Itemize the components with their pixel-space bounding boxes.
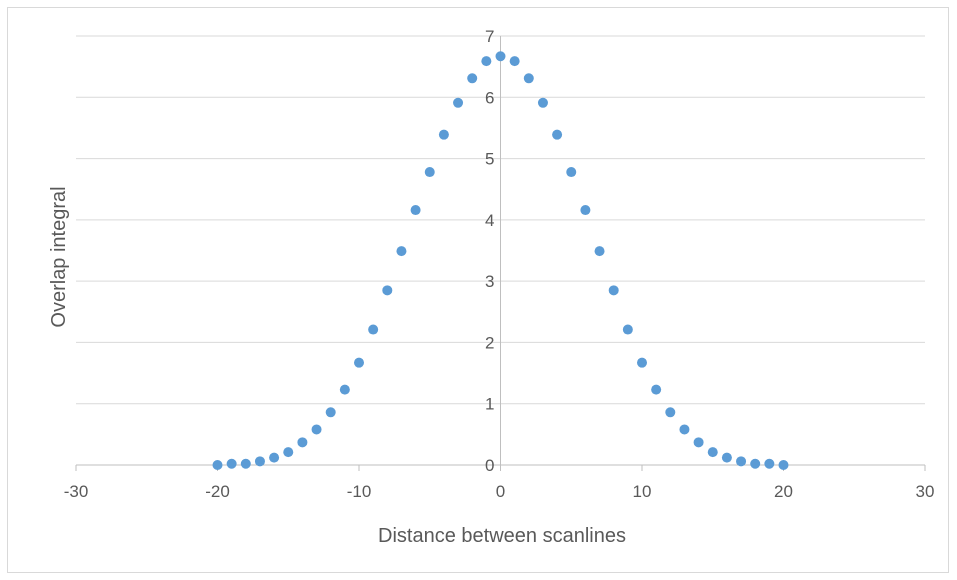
data-point — [537, 97, 548, 108]
data-point — [764, 458, 775, 469]
data-point — [297, 437, 308, 448]
x-tick-label: 30 — [916, 482, 935, 501]
data-point — [552, 129, 563, 140]
x-tick-label: -10 — [347, 482, 372, 501]
x-axis-title: Distance between scanlines — [378, 525, 626, 547]
y-tick-label: 6 — [485, 88, 494, 107]
data-point — [424, 167, 435, 178]
data-points — [212, 51, 789, 470]
data-point — [608, 285, 619, 296]
data-point — [495, 51, 506, 62]
data-point — [467, 73, 478, 84]
data-point — [325, 407, 336, 418]
x-tick-label: -30 — [64, 482, 89, 501]
data-point — [254, 456, 265, 467]
y-tick-label: 1 — [485, 395, 494, 414]
data-point — [651, 384, 662, 395]
data-point — [750, 458, 761, 469]
y-tick-label: 4 — [485, 211, 494, 230]
data-point — [212, 460, 223, 470]
data-point — [665, 407, 676, 418]
data-point — [283, 447, 294, 458]
data-point — [240, 458, 251, 469]
x-tick-label: 0 — [496, 482, 505, 501]
data-point — [438, 129, 449, 140]
data-point — [368, 324, 379, 335]
axes — [75, 36, 926, 471]
data-point — [707, 447, 718, 458]
tick-labels: -30 -20 -10 0 10 20 30 0 1 2 3 4 5 6 7 — [64, 27, 935, 501]
data-point — [721, 452, 732, 463]
data-point — [382, 285, 393, 296]
data-point — [693, 437, 704, 448]
data-point — [396, 246, 407, 257]
data-point — [778, 460, 789, 470]
data-point — [453, 97, 464, 108]
y-tick-label: 3 — [485, 272, 494, 291]
data-point — [410, 205, 421, 216]
scatter-chart: -30 -20 -10 0 10 20 30 0 1 2 3 4 5 6 7 Distance betwee… — [48, 27, 935, 547]
x-tick-label: -20 — [205, 482, 230, 501]
data-point — [580, 205, 591, 216]
data-point — [622, 324, 633, 335]
data-point — [637, 357, 647, 368]
y-tick-label: 5 — [485, 150, 494, 169]
data-point — [566, 167, 577, 178]
data-point — [679, 424, 690, 435]
y-axis-title: Overlap integral — [48, 186, 70, 327]
data-point — [269, 452, 280, 463]
data-point — [523, 73, 534, 84]
data-point — [509, 56, 520, 67]
y-tick-label: 7 — [485, 27, 494, 46]
chart-area: -30 -20 -10 0 10 20 30 0 1 2 3 4 5 6 7 Distance betwee… — [7, 7, 949, 573]
data-point — [354, 357, 364, 368]
y-tick-label: 0 — [485, 456, 494, 475]
data-point — [594, 246, 605, 257]
data-point — [481, 56, 492, 67]
data-point — [736, 456, 747, 467]
data-point — [339, 384, 350, 395]
data-point — [226, 458, 237, 469]
y-tick-label: 2 — [485, 333, 494, 352]
x-tick-label: 10 — [633, 482, 652, 501]
x-tick-label: 20 — [774, 482, 793, 501]
data-point — [311, 424, 322, 435]
